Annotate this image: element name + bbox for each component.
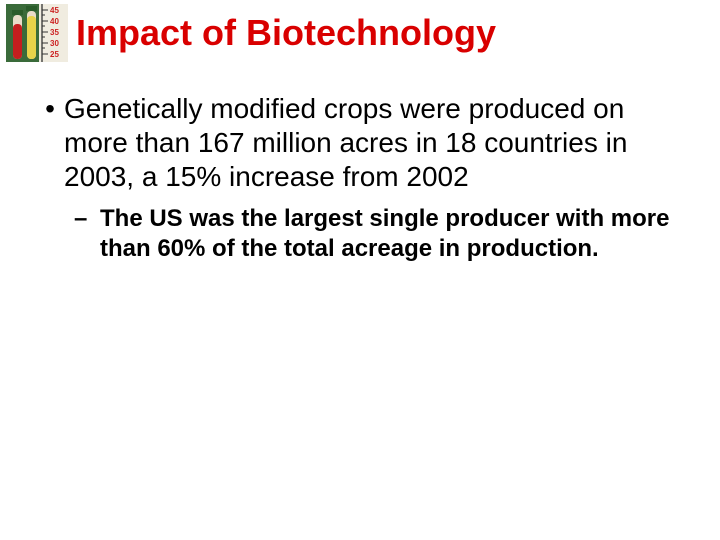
- slide-header: 45 40 35 30 25 Impact of Biotechnology: [0, 0, 720, 62]
- bullet-level-1: • Genetically modified crops were produc…: [36, 92, 684, 194]
- bullet-text: Genetically modified crops were produced…: [64, 92, 684, 194]
- bullet-marker: •: [36, 92, 64, 194]
- bullet-marker: –: [74, 204, 100, 264]
- slide-title: Impact of Biotechnology: [76, 13, 496, 53]
- scale-label: 40: [50, 17, 59, 26]
- scale-label: 45: [50, 6, 59, 15]
- bullet-text: The US was the largest single producer w…: [100, 204, 684, 264]
- bullet-level-2: – The US was the largest single producer…: [74, 204, 684, 264]
- scale-label: 30: [50, 39, 59, 48]
- scale-label: 25: [50, 50, 59, 59]
- slide-body: • Genetically modified crops were produc…: [0, 62, 720, 264]
- slide: 45 40 35 30 25 Impact of Biotechnology •…: [0, 0, 720, 540]
- scale-label: 35: [50, 28, 59, 37]
- test-tubes-icon: 45 40 35 30 25: [6, 4, 68, 62]
